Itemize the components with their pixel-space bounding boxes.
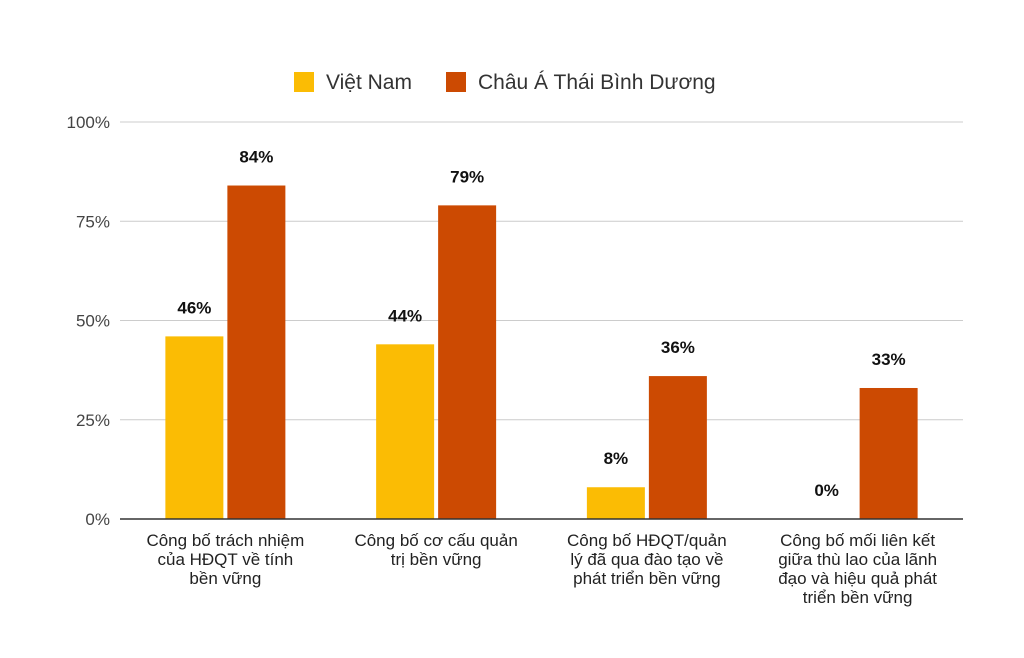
legend: Việt Nam Châu Á Thái Bình Dương	[294, 71, 716, 94]
category-label-line: bền vững	[189, 569, 261, 588]
bar-asia-pacific	[859, 387, 918, 519]
category-label-line: Công bố mối liên kết	[780, 531, 935, 550]
bar-asia-pacific	[227, 185, 286, 519]
category-labels: Công bố trách nhiệm của HĐQT về tính bền v…	[146, 531, 937, 607]
category-label-line: lý đã qua đào tạo về	[570, 550, 723, 569]
category-label-line: giữa thù lao của lãnh	[778, 550, 937, 569]
category-label: Công bố mối liên kết giữa thù lao của lãn…	[778, 531, 937, 607]
y-tick-label: 50%	[76, 312, 110, 331]
data-label: 8%	[604, 449, 629, 468]
bar-asia-pacific	[648, 376, 707, 519]
category-label-line: Công bố cơ cấu quản	[354, 531, 517, 550]
data-label: 84%	[239, 148, 273, 167]
y-tick-label: 0%	[85, 510, 110, 529]
bar-vietnam	[165, 336, 224, 519]
legend-label-vietnam: Việt Nam	[326, 71, 412, 94]
bar-vietnam	[586, 487, 645, 519]
data-label: 44%	[388, 306, 422, 325]
data-label: 79%	[450, 167, 484, 186]
category-label-line: Công bố HĐQT/quản	[567, 531, 727, 550]
y-axis-ticks: 0% 25% 50% 75% 100%	[67, 113, 110, 529]
category-label-line: đạo và hiệu quả phát	[778, 569, 937, 588]
category-label: Công bố HĐQT/quản lý đã qua đào tạo về phá…	[567, 531, 727, 588]
y-tick-label: 100%	[67, 113, 110, 132]
data-label: 33%	[872, 350, 906, 369]
category-label: Công bố cơ cấu quản trị bền vững	[354, 531, 517, 569]
category-label-line: của HĐQT về tính	[158, 550, 294, 569]
data-label: 0%	[814, 481, 839, 500]
legend-swatch-asia-pacific	[446, 72, 466, 92]
bar-asia-pacific	[438, 205, 497, 519]
category-label-line: triển bền vững	[803, 588, 913, 607]
y-tick-label: 25%	[76, 411, 110, 430]
data-label: 36%	[661, 338, 695, 357]
category-label-line: Công bố trách nhiệm	[146, 531, 304, 550]
legend-swatch-vietnam	[294, 72, 314, 92]
category-label: Công bố trách nhiệm của HĐQT về tính bền v…	[146, 531, 304, 588]
category-label-line: phát triển bền vững	[573, 569, 720, 588]
y-tick-label: 75%	[76, 212, 110, 231]
data-label: 46%	[177, 298, 211, 317]
data-labels: 46% 84% 44% 79% 8% 36% 0% 33%	[177, 148, 905, 500]
legend-label-asia-pacific: Châu Á Thái Bình Dương	[478, 71, 716, 94]
bars	[165, 185, 918, 519]
category-label-line: trị bền vững	[391, 550, 482, 569]
bar-vietnam	[376, 344, 435, 519]
